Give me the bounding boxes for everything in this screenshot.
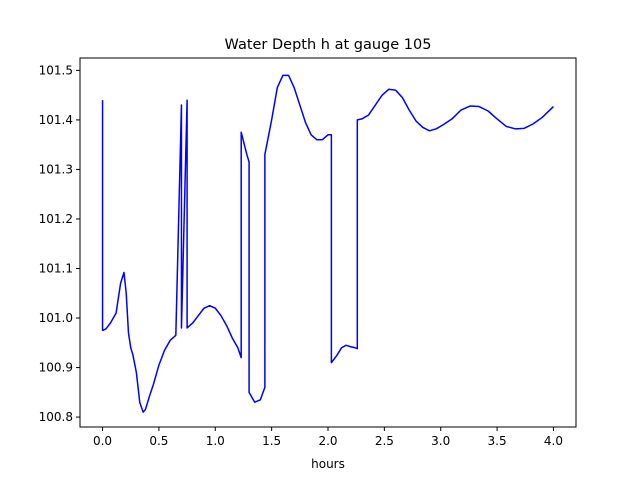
x-axis: 0.0 0.5 1.0 1.5 2.0 2.5 3.0 3.5 4.0: [93, 427, 563, 448]
x-tick-label: 2.5: [375, 434, 394, 448]
y-tick-label: 100.9: [39, 361, 73, 375]
chart-title: Water Depth h at gauge 105: [225, 37, 432, 53]
x-tick-label: 2.0: [318, 434, 337, 448]
y-tick-label: 101.1: [39, 262, 73, 276]
series-line: [101, 74, 554, 413]
series-layer: [101, 74, 554, 413]
y-tick-label: 101.3: [39, 162, 73, 176]
y-tick-label: 101.2: [39, 212, 73, 226]
y-axis: 100.8 100.9 101.0 101.1 101.2 101.3 101.4 101.5: [39, 63, 80, 424]
x-tick-label: 3.5: [488, 434, 507, 448]
x-tick-label: 1.5: [262, 434, 281, 448]
y-tick-label: 101.5: [39, 63, 73, 77]
x-tick-label: 4.0: [544, 434, 563, 448]
y-tick-label: 101.0: [39, 311, 73, 325]
y-tick-label: 100.8: [39, 410, 73, 424]
x-tick-label: 0.5: [149, 434, 168, 448]
x-tick-label: 3.0: [431, 434, 450, 448]
x-axis-label: hours: [311, 457, 345, 471]
x-tick-label: 1.0: [206, 434, 225, 448]
y-tick-label: 101.4: [39, 113, 73, 127]
x-tick-label: 0.0: [93, 434, 112, 448]
